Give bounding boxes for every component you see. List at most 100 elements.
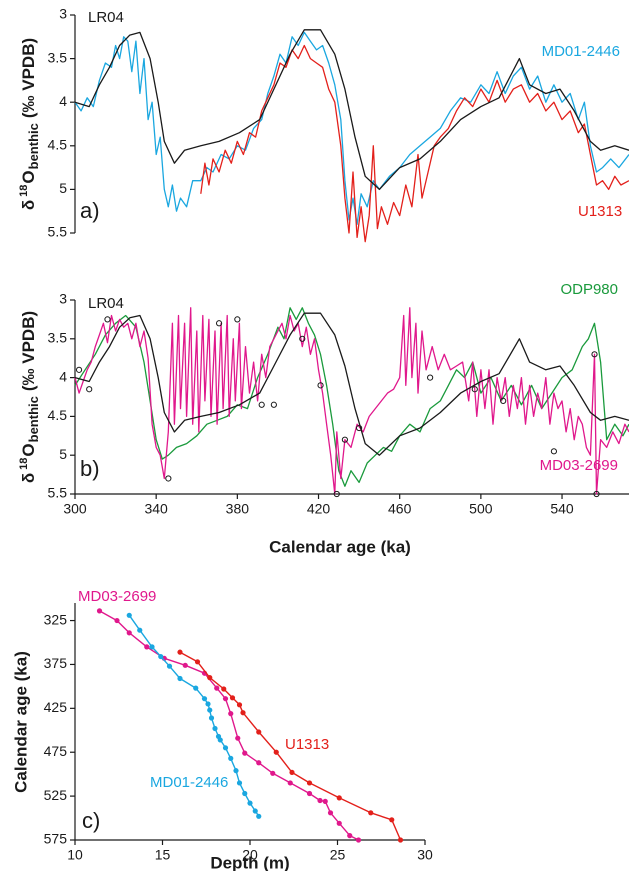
tie-point <box>341 436 348 443</box>
data-point <box>322 798 328 804</box>
data-point <box>126 630 132 636</box>
tie-point <box>75 366 83 373</box>
x-tick-label: 420 <box>307 501 331 517</box>
data-point <box>317 797 323 804</box>
y-tick-label: 5.5 <box>48 485 68 501</box>
series-line <box>74 29 629 191</box>
data-point <box>137 627 143 633</box>
data-point <box>126 612 132 618</box>
series-line <box>200 44 629 243</box>
data-point <box>389 817 395 823</box>
series-line <box>128 614 260 817</box>
y-tick-label: 5.5 <box>48 224 68 240</box>
data-point <box>205 701 211 707</box>
data-point <box>336 795 342 801</box>
x-axis-label: Depth (m) <box>210 853 289 871</box>
y-tick-label: 3.5 <box>48 49 68 65</box>
series-line <box>74 307 629 495</box>
x-tick-label: 20 <box>242 847 258 863</box>
data-point <box>177 649 183 655</box>
tie-point <box>591 351 598 358</box>
x-axis-label: Calendar age (ka) <box>269 537 411 556</box>
series-label: U1313 <box>285 736 329 753</box>
data-point <box>149 644 155 650</box>
series-label: LR04 <box>88 9 124 26</box>
data-point <box>177 675 183 682</box>
series-label: ODP980 <box>560 281 618 298</box>
data-point <box>256 760 262 766</box>
data-point <box>233 768 239 774</box>
y-axis-label-part: (‰ VPDB) <box>19 311 38 391</box>
y-tick-label: 4 <box>59 368 67 384</box>
tie-point <box>215 320 223 327</box>
data-point <box>193 685 199 691</box>
data-point <box>201 696 208 702</box>
series-label: MD01-2446 <box>150 774 228 791</box>
series-line <box>99 610 359 841</box>
x-tick-label: 15 <box>155 847 171 863</box>
data-point <box>144 644 150 650</box>
data-point <box>256 729 262 735</box>
data-point <box>222 745 229 751</box>
x-tick-label: 300 <box>63 501 87 517</box>
tie-point <box>258 401 265 408</box>
tie-point <box>270 401 277 408</box>
data-point <box>242 790 248 797</box>
y-axis-label-part: 18 <box>18 185 30 197</box>
y-tick-label: 3.5 <box>48 330 68 346</box>
data-point <box>166 663 173 669</box>
y-tick-label: 5 <box>59 446 67 462</box>
panel-label: c) <box>82 808 100 833</box>
data-point <box>397 837 404 843</box>
data-point <box>355 837 362 843</box>
data-point <box>240 710 246 716</box>
data-point <box>236 780 243 786</box>
tie-point <box>299 335 306 342</box>
series-line <box>74 31 629 225</box>
panel-label: a) <box>80 198 100 223</box>
y-axis-label-part: (‰ VPDB) <box>19 38 38 118</box>
x-tick-label: 380 <box>226 501 250 517</box>
data-point <box>228 755 234 761</box>
tie-point <box>356 424 363 432</box>
y-tick-label: 425 <box>44 699 68 715</box>
data-point <box>96 608 103 614</box>
data-point <box>347 833 353 839</box>
y-tick-label: 475 <box>44 743 68 759</box>
data-point <box>182 662 188 668</box>
x-tick-label: 10 <box>67 847 83 863</box>
y-axis-label-part: benthic <box>26 123 41 169</box>
tie-point <box>471 386 478 393</box>
data-point <box>287 780 293 786</box>
data-point <box>217 737 223 743</box>
data-point <box>327 810 334 816</box>
tie-point <box>427 374 434 381</box>
y-axis-label: Calendar age (ka) <box>11 651 30 793</box>
data-point <box>229 695 236 701</box>
panel-label: b) <box>80 456 100 481</box>
data-point <box>247 800 253 806</box>
tie-point <box>500 397 507 404</box>
data-point <box>207 675 213 681</box>
y-tick-label: 3 <box>59 291 67 307</box>
data-point <box>242 750 248 756</box>
data-point <box>306 790 313 797</box>
y-tick-label: 4 <box>59 93 67 109</box>
series-label: MD03-2699 <box>78 588 156 605</box>
data-point <box>368 810 374 816</box>
y-axis-label-part: δ <box>19 200 38 210</box>
data-point <box>194 659 201 665</box>
data-point <box>207 707 213 713</box>
x-tick-label: 540 <box>550 501 574 517</box>
tie-point <box>86 386 93 393</box>
y-tick-label: 325 <box>44 611 68 627</box>
series-label: LR04 <box>88 295 124 312</box>
data-point <box>114 617 120 624</box>
data-point <box>336 820 342 826</box>
y-axis-label-part: δ <box>19 473 38 483</box>
data-point <box>289 769 295 776</box>
y-tick-label: 375 <box>44 655 68 671</box>
data-point <box>214 685 220 691</box>
